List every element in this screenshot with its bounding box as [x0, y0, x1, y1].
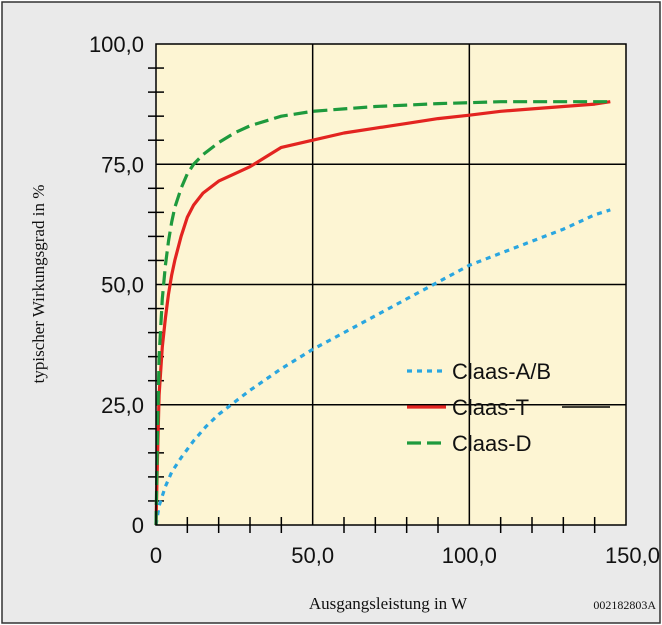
y-tick-label: 0	[132, 513, 144, 538]
x-tick-labels: 0 50,0 100,0 150,0	[150, 543, 660, 568]
y-tick-label: 50,0	[101, 273, 144, 298]
x-tick-label: 150,0	[605, 543, 660, 568]
figure-code: 002182803A	[593, 598, 656, 612]
y-tick-label: 75,0	[101, 152, 144, 177]
series-line-1	[154, 100, 611, 526]
series-layer	[154, 100, 611, 526]
legend-label: Claas-A/B	[452, 359, 551, 384]
x-tick-label: 0	[150, 543, 162, 568]
y-tick-label: 100,0	[89, 32, 144, 57]
x-tick-label: 50,0	[291, 543, 334, 568]
x-axis-title: Ausgangsleistung in W	[309, 594, 468, 613]
x-tick-label: 100,0	[442, 543, 497, 568]
legend-label: Claas-D	[452, 431, 531, 456]
plot-frame	[155, 43, 627, 526]
series-line-0	[154, 208, 611, 526]
grid-lines	[156, 44, 626, 525]
y-tick-labels: 0 25,0 50,0 75,0 100,0	[89, 32, 144, 538]
y-tick-label: 25,0	[101, 393, 144, 418]
y-axis-title: typischer Wirkungsgrad in %	[29, 185, 48, 384]
legend: Claas-A/B Claas-T Claas-D	[407, 359, 610, 456]
legend-label: Claas-T	[452, 395, 529, 420]
series-line-2	[154, 100, 611, 526]
